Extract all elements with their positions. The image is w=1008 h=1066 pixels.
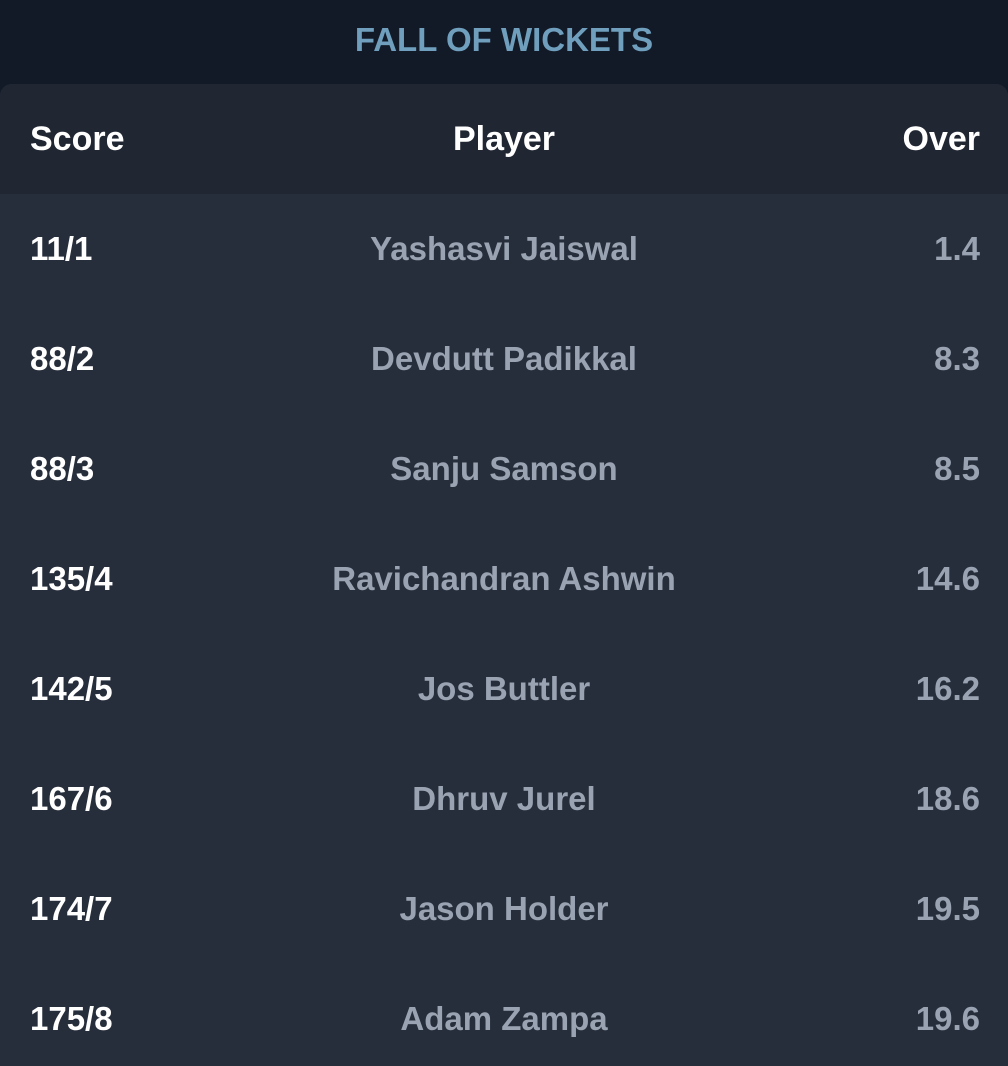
table-row: 167/6 Dhruv Jurel 18.6 (0, 744, 1008, 854)
over-cell: 18.6 (915, 780, 980, 817)
header-over: Over (902, 119, 981, 158)
score-cell: 142/5 (30, 670, 113, 707)
player-cell: Dhruv Jurel (412, 780, 596, 817)
fall-of-wickets-table: Score Player Over 11/1 Yashasvi Jaiswal … (0, 84, 1008, 1066)
player-cell: Jason Holder (399, 890, 609, 927)
player-cell: Sanju Samson (390, 450, 618, 487)
player-cell: Jos Buttler (417, 670, 591, 707)
over-cell: 19.5 (915, 890, 980, 927)
header-player: Player (452, 119, 556, 158)
table-row: 142/5 Jos Buttler 16.2 (0, 634, 1008, 744)
player-cell: Ravichandran Ashwin (332, 560, 676, 597)
table-header: Score Player Over (0, 84, 1008, 194)
table-row: 175/8 Adam Zampa 19.6 (0, 964, 1008, 1066)
over-cell: 1.4 (934, 230, 980, 267)
score-cell: 11/1 (30, 230, 93, 267)
player-cell: Devdutt Padikkal (371, 340, 637, 377)
over-cell: 8.3 (934, 340, 980, 377)
table-row: 88/3 Sanju Samson 8.5 (0, 414, 1008, 524)
score-cell: 175/8 (30, 1000, 113, 1037)
over-cell: 8.5 (934, 450, 980, 487)
table-row: 174/7 Jason Holder 19.5 (0, 854, 1008, 964)
over-cell: 16.2 (915, 670, 980, 707)
section-title: FALL OF WICKETS (354, 21, 654, 58)
player-cell: Adam Zampa (400, 1000, 608, 1037)
header-score: Score (30, 119, 125, 158)
score-cell: 174/7 (30, 890, 113, 927)
table-row: 135/4 Ravichandran Ashwin 14.6 (0, 524, 1008, 634)
title-bar: FALL OF WICKETS (0, 0, 1008, 84)
table-row: 11/1 Yashasvi Jaiswal 1.4 (0, 194, 1008, 304)
score-cell: 167/6 (30, 780, 113, 817)
score-cell: 88/2 (30, 340, 95, 377)
score-cell: 88/3 (30, 450, 95, 487)
score-cell: 135/4 (30, 560, 113, 597)
over-cell: 19.6 (915, 1000, 980, 1037)
player-cell: Yashasvi Jaiswal (370, 230, 638, 267)
over-cell: 14.6 (915, 560, 980, 597)
table-row: 88/2 Devdutt Padikkal 8.3 (0, 304, 1008, 414)
